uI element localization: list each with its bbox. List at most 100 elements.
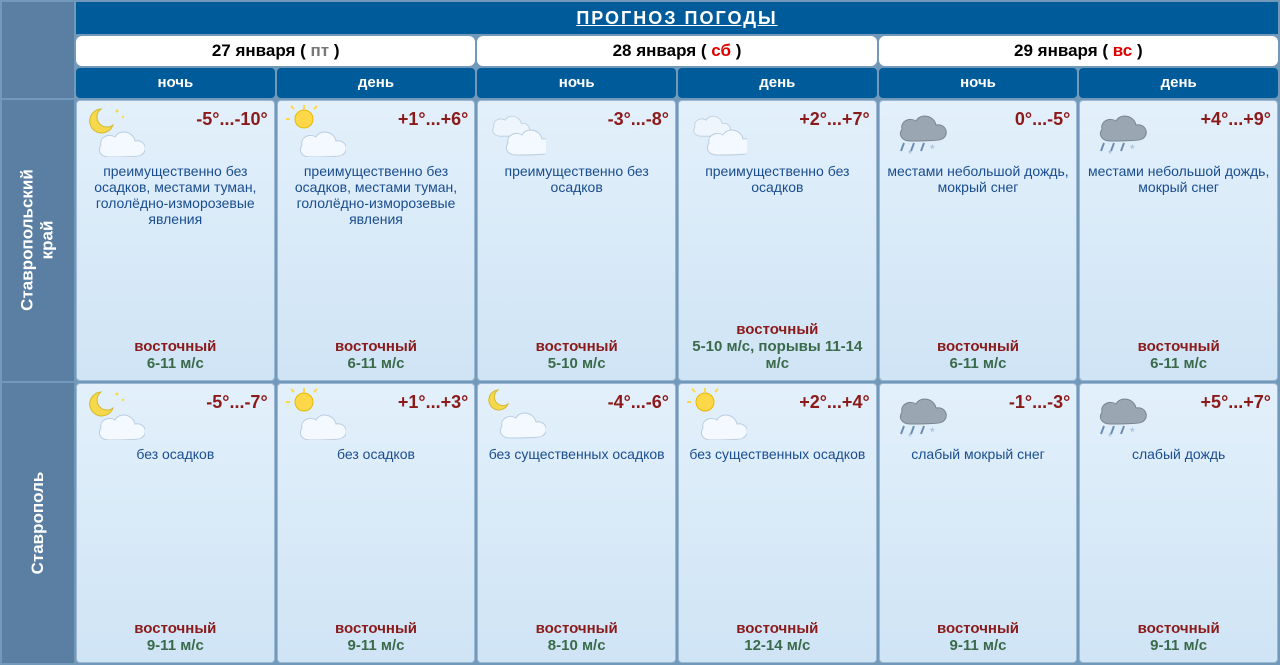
forecast-cell: ** +4°...+9° местами небольшой дождь, мо… xyxy=(1079,100,1278,381)
weather-icon xyxy=(83,388,145,440)
temperature: +1°...+3° xyxy=(350,392,469,413)
dow: вс xyxy=(1113,41,1132,60)
weather-icon: ** xyxy=(886,388,948,440)
region-label-0: Ставропольскийкрай xyxy=(2,100,74,381)
date-label: 29 января xyxy=(1014,41,1098,60)
wind-speed: 12-14 м/с xyxy=(685,637,870,654)
page-title: ПРОГНОЗ ПОГОДЫ xyxy=(76,2,1278,34)
weather-icon xyxy=(83,105,145,157)
weather-desc: преимущественно без осадков xyxy=(484,163,669,338)
region-name: Ставропольскийкрай xyxy=(18,169,59,311)
wind-direction: восточный xyxy=(83,620,268,637)
forecast-cell: -3°...-8° преимущественно без осадков во… xyxy=(477,100,676,381)
wind-speed: 8-10 м/с xyxy=(484,637,669,654)
temperature: -5°...-7° xyxy=(149,392,268,413)
date-header-1: 28 января ( сб ) xyxy=(477,36,876,66)
phase-day-2: день xyxy=(1079,68,1278,98)
wind-direction: восточный xyxy=(886,620,1071,637)
forecast-cell: +2°...+4° без существенных осадков восто… xyxy=(678,383,877,664)
temperature: -1°...-3° xyxy=(952,392,1071,413)
weather-desc: слабый мокрый снег xyxy=(886,446,1071,621)
wind-direction: восточный xyxy=(886,338,1071,355)
svg-text:*: * xyxy=(930,425,935,439)
weather-desc: без осадков xyxy=(83,446,268,621)
svg-text:*: * xyxy=(1130,142,1135,156)
date-header-2: 29 января ( вс ) xyxy=(879,36,1278,66)
forecast-cell: ** +5°...+7° слабый дождь восточный 9-11… xyxy=(1079,383,1278,664)
weather-icon: ** xyxy=(1086,105,1148,157)
weather-desc: преимущественно без осадков xyxy=(685,163,870,321)
weather-desc: местами небольшой дождь, мокрый снег xyxy=(1086,163,1271,338)
forecast-cell: -4°...-6° без существенных осадков восто… xyxy=(477,383,676,664)
forecast-cell: +1°...+3° без осадков восточный 9-11 м/с xyxy=(277,383,476,664)
phase-day-0: день xyxy=(277,68,476,98)
temperature: +1°...+6° xyxy=(350,109,469,130)
temperature: +5°...+7° xyxy=(1152,392,1271,413)
weather-desc: без осадков xyxy=(284,446,469,621)
wind-speed: 6-11 м/с xyxy=(886,355,1071,372)
svg-text:*: * xyxy=(908,432,912,440)
temperature: +2°...+7° xyxy=(751,109,870,130)
temperature: -5°...-10° xyxy=(149,109,268,130)
wind-speed: 6-11 м/с xyxy=(83,355,268,372)
temperature: +4°...+9° xyxy=(1152,109,1271,130)
weather-desc: без существенных осадков xyxy=(685,446,870,621)
phase-night-2: ночь xyxy=(879,68,1078,98)
phase-night-0: ночь xyxy=(76,68,275,98)
forecast-cell: ** -1°...-3° слабый мокрый снег восточны… xyxy=(879,383,1078,664)
date-label: 27 января xyxy=(212,41,296,60)
region-label-1: Ставрополь xyxy=(2,383,74,664)
wind-direction: восточный xyxy=(685,321,870,338)
wind-speed: 9-11 м/с xyxy=(284,637,469,654)
forecast-cell: +1°...+6° преимущественно без осадков, м… xyxy=(277,100,476,381)
weather-icon xyxy=(484,105,546,157)
weather-desc: преимущественно без осадков, местами тум… xyxy=(83,163,268,338)
weather-desc: преимущественно без осадков, местами тум… xyxy=(284,163,469,338)
temperature: -4°...-6° xyxy=(550,392,669,413)
forecast-cell: -5°...-10° преимущественно без осадков, … xyxy=(76,100,275,381)
wind-speed: 9-11 м/с xyxy=(83,637,268,654)
wind-direction: восточный xyxy=(484,620,669,637)
svg-text:*: * xyxy=(908,149,912,157)
phase-night-1: ночь xyxy=(477,68,676,98)
svg-text:*: * xyxy=(1130,425,1135,439)
forecast-cell: +2°...+7° преимущественно без осадков во… xyxy=(678,100,877,381)
weather-icon xyxy=(284,388,346,440)
date-header-0: 27 января ( пт ) xyxy=(76,36,475,66)
weather-desc: местами небольшой дождь, мокрый снег xyxy=(886,163,1071,338)
wind-speed: 9-11 м/с xyxy=(1086,637,1271,654)
wind-speed: 5-10 м/с xyxy=(484,355,669,372)
dow: пт xyxy=(311,41,330,60)
weather-icon xyxy=(484,388,546,440)
wind-direction: восточный xyxy=(83,338,268,355)
wind-direction: восточный xyxy=(284,338,469,355)
wind-direction: восточный xyxy=(1086,620,1271,637)
wind-direction: восточный xyxy=(1086,338,1271,355)
weather-icon: ** xyxy=(1086,388,1148,440)
wind-direction: восточный xyxy=(284,620,469,637)
forecast-cell: -5°...-7° без осадков восточный 9-11 м/с xyxy=(76,383,275,664)
temperature: -3°...-8° xyxy=(550,109,669,130)
weather-icon xyxy=(685,388,747,440)
corner-spacer xyxy=(2,2,74,98)
weather-icon xyxy=(685,105,747,157)
weather-icon: ** xyxy=(886,105,948,157)
temperature: +2°...+4° xyxy=(751,392,870,413)
forecast-grid: ПРОГНОЗ ПОГОДЫ 27 января ( пт ) 28 январ… xyxy=(0,0,1280,665)
wind-speed: 6-11 м/с xyxy=(1086,355,1271,372)
wind-speed: 5-10 м/с, порывы 11-14 м/с xyxy=(685,338,870,372)
weather-icon xyxy=(284,105,346,157)
wind-direction: восточный xyxy=(484,338,669,355)
wind-direction: восточный xyxy=(685,620,870,637)
wind-speed: 9-11 м/с xyxy=(886,637,1071,654)
svg-text:*: * xyxy=(930,142,935,156)
temperature: 0°...-5° xyxy=(952,109,1071,130)
phase-day-1: день xyxy=(678,68,877,98)
region-name: Ставрополь xyxy=(28,471,48,574)
svg-text:*: * xyxy=(1108,149,1112,157)
dow: сб xyxy=(711,41,731,60)
weather-desc: слабый дождь xyxy=(1086,446,1271,621)
wind-speed: 6-11 м/с xyxy=(284,355,469,372)
date-label: 28 января xyxy=(613,41,697,60)
svg-text:*: * xyxy=(1108,432,1112,440)
